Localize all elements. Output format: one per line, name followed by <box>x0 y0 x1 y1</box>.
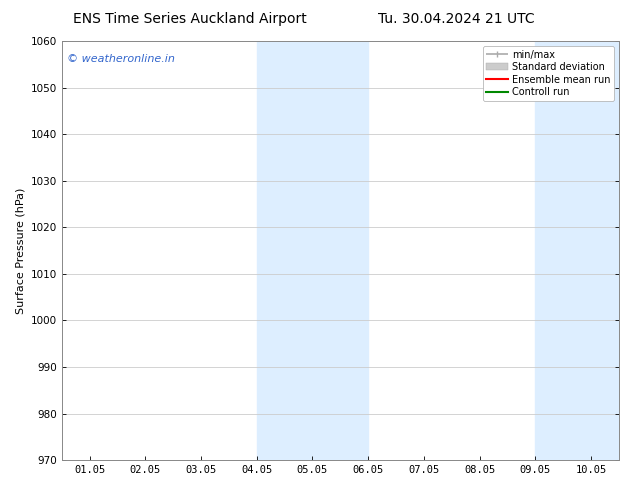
Y-axis label: Surface Pressure (hPa): Surface Pressure (hPa) <box>15 187 25 314</box>
Legend: min/max, Standard deviation, Ensemble mean run, Controll run: min/max, Standard deviation, Ensemble me… <box>482 46 614 101</box>
Text: Tu. 30.04.2024 21 UTC: Tu. 30.04.2024 21 UTC <box>378 12 535 26</box>
Bar <box>257 41 368 460</box>
Text: ENS Time Series Auckland Airport: ENS Time Series Auckland Airport <box>74 12 307 26</box>
Bar <box>535 41 619 460</box>
Text: © weatheronline.in: © weatheronline.in <box>67 53 175 64</box>
